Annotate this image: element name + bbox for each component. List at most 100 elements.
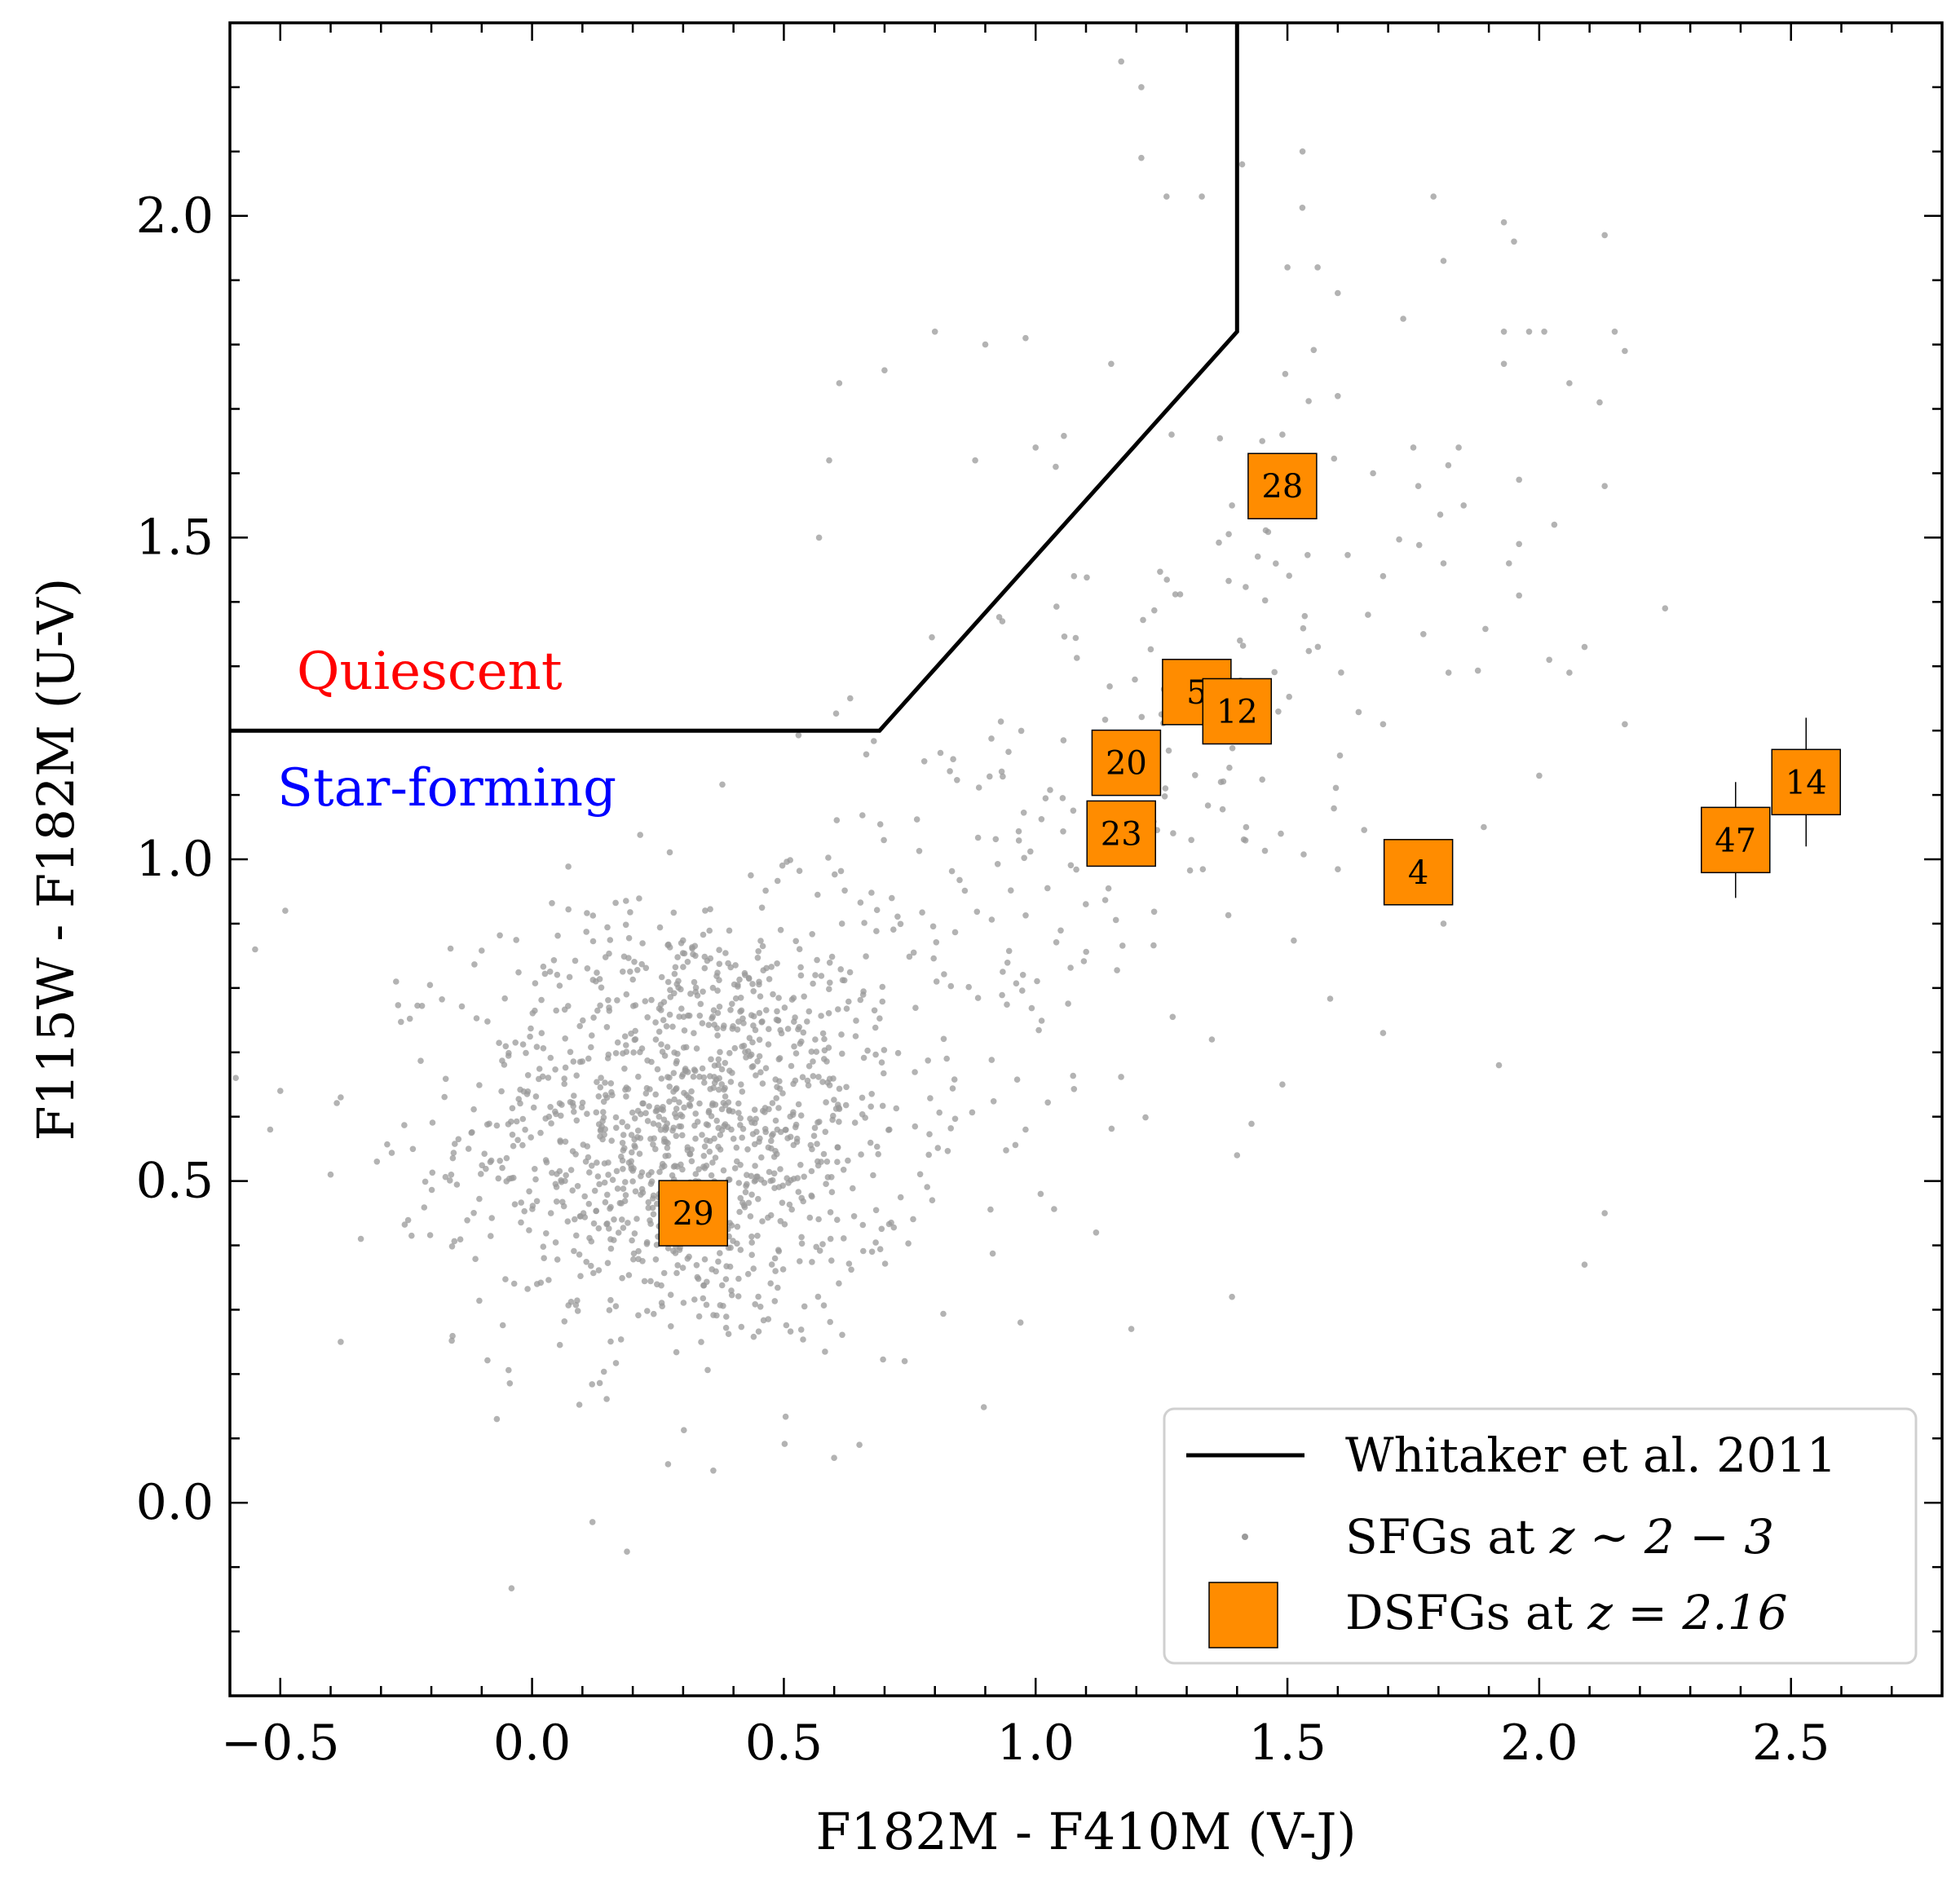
sfg-point (654, 1104, 660, 1111)
sfg-point (558, 1179, 565, 1185)
sfg-point (595, 1093, 603, 1100)
sfg-point (717, 1302, 724, 1309)
sfg-point (813, 1048, 820, 1055)
sfg-point (713, 1117, 720, 1124)
sfg-point (650, 1120, 657, 1127)
sfg-point (619, 1140, 626, 1146)
sfg-point (597, 1084, 604, 1091)
sfg-point (338, 1094, 344, 1101)
sfg-point (559, 1198, 566, 1206)
sfg-point (556, 982, 563, 989)
sfg-point (864, 1047, 871, 1054)
sfg-point (771, 1298, 779, 1304)
sfg-point (759, 942, 766, 950)
x-tick-label: 0.5 (745, 1715, 823, 1772)
sfg-point (519, 1041, 527, 1048)
sfg-point (969, 1109, 976, 1116)
sfg-point (706, 927, 713, 934)
sfg-point (710, 1007, 717, 1013)
sfg-point (620, 969, 626, 975)
sfg-point (584, 1143, 591, 1150)
sfg-point (451, 1238, 458, 1245)
sfg-point (800, 1029, 807, 1036)
sfg-point (603, 1396, 610, 1402)
sfg-point (1291, 937, 1297, 944)
sfg-point (1279, 1081, 1286, 1088)
sfg-point (857, 899, 864, 906)
sfg-point (691, 978, 698, 986)
sfg-point (827, 979, 833, 986)
sfg-point (621, 1066, 628, 1072)
sfg-point (561, 1080, 567, 1088)
sfg-point (1051, 1206, 1057, 1212)
sfg-point (1415, 541, 1423, 549)
sfg-point (729, 1108, 736, 1115)
sfg-point (775, 1056, 783, 1063)
sfg-point (675, 978, 682, 985)
sfg-point (1566, 669, 1573, 676)
sfg-point (1415, 483, 1422, 489)
sfg-point (1080, 958, 1088, 964)
sfg-point (579, 1099, 586, 1106)
sfg-point (879, 998, 886, 1005)
sfg-point (488, 1233, 494, 1239)
sfg-point (542, 1157, 550, 1163)
sfg-point (1622, 347, 1628, 355)
sfg-point (414, 1002, 421, 1009)
sfg-point (827, 1235, 834, 1242)
sfg-point (1248, 1120, 1255, 1128)
sfg-point (562, 1064, 569, 1071)
sfg-point (519, 1115, 527, 1123)
sfg-point (338, 1339, 344, 1345)
sfg-point (813, 1243, 819, 1251)
sfg-point (621, 1198, 629, 1204)
sfg-point (699, 1132, 705, 1138)
sfg-point (775, 1105, 782, 1111)
sfg-point (766, 1026, 772, 1032)
sfg-point (760, 967, 766, 973)
sfg-point (590, 1220, 598, 1227)
sfg-point (549, 1169, 555, 1176)
sfg-point (429, 1169, 436, 1176)
sfg-point (484, 1018, 491, 1025)
sfg-point (846, 969, 854, 976)
sfg-point (670, 1247, 677, 1255)
sfg-point (1440, 920, 1447, 927)
sfg-point (1015, 828, 1022, 835)
sfg-point (768, 1145, 775, 1152)
sfg-point (654, 1066, 661, 1073)
sfg-point (1611, 329, 1618, 335)
sfg-point (708, 1113, 715, 1119)
sfg-point (1300, 625, 1307, 632)
sfg-point (828, 1189, 836, 1195)
sfg-point (503, 1178, 510, 1185)
sfg-point (801, 993, 807, 1000)
sfg-point (925, 1151, 932, 1159)
sfg-point (848, 1266, 854, 1273)
sfg-point (635, 1312, 642, 1319)
sfg-point (672, 964, 679, 971)
sfg-point (607, 1296, 614, 1304)
sfg-point (765, 1316, 772, 1322)
sfg-point (1239, 642, 1247, 649)
sfg-point (711, 1079, 718, 1086)
sfg-point (1060, 828, 1066, 835)
sfg-point (1000, 969, 1006, 975)
sfg-point (470, 1106, 477, 1113)
sfg-point (893, 1105, 900, 1112)
sfg-point (627, 969, 633, 975)
sfg-point (730, 1136, 737, 1142)
sfg-point (693, 1262, 700, 1269)
sfg-point (601, 1179, 608, 1186)
sfg-point (388, 1150, 395, 1156)
sfg-point (499, 1164, 505, 1172)
sfg-point (691, 942, 699, 950)
sfg-point (837, 867, 845, 875)
sfg-point (729, 1026, 736, 1032)
sfg-point (674, 954, 681, 960)
sfg-point (1015, 837, 1022, 844)
sfg-point (792, 1123, 799, 1131)
sfg-point (737, 1114, 744, 1122)
sfg-point (620, 1166, 626, 1172)
sfg-point (836, 1105, 842, 1111)
